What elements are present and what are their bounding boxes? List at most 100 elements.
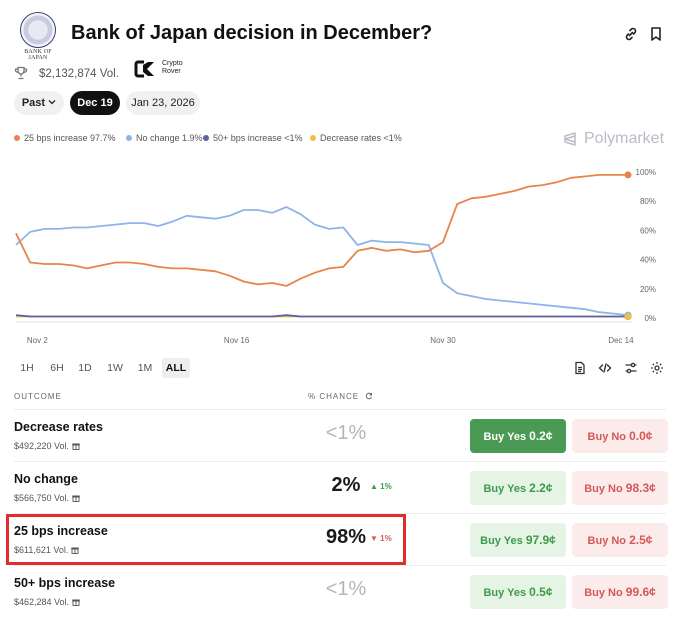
total-volume: $2,132,874 Vol.: [39, 68, 119, 80]
polymarket-brand: Polymarket: [562, 128, 672, 150]
legend-label: 25 bps increase 97.7%: [24, 133, 116, 143]
buy-yes-label: Buy Yes: [483, 483, 527, 495]
outcome-chance: <1%: [325, 422, 367, 444]
x-tick-label: Dec 14: [608, 336, 634, 345]
gift-icon: [71, 494, 80, 504]
outcome-chance: 98%: [325, 526, 367, 548]
buy-yes-label: Buy Yes: [483, 587, 527, 599]
gift-icon: [71, 442, 80, 452]
outcome-volume: $611,621 Vol.: [14, 545, 79, 556]
buy-yes-price: 0.2¢: [529, 429, 553, 443]
outcome-row-50bps-increase[interactable]: 50+ bps increase $462,284 Vol. <1% Buy Y…: [14, 565, 668, 617]
outcome-volume: $566,750 Vol.: [14, 493, 80, 504]
bank-of-japan-logo: [20, 12, 56, 48]
chance-delta-down: ▼ 1%: [370, 534, 392, 543]
outcome-label: No change: [14, 472, 78, 486]
logo-caption: BANK OF JAPAN: [24, 49, 52, 61]
legend-label: No change 1.9%: [136, 133, 203, 143]
chart-svg: 100% 80% 60% 40% 20% 0% Nov 2 Nov 16 Nov 30 Dec 1…: [15, 168, 656, 345]
buy-no-label: Buy No: [584, 483, 623, 495]
buy-no-label: Buy No: [587, 535, 627, 547]
y-tick-label: 80%: [640, 197, 656, 206]
past-label: Past: [21, 97, 46, 109]
outcome-row-25bps-increase[interactable]: 25 bps increase $611,621 Vol. 98% ▼ 1% B…: [14, 513, 668, 565]
x-tick-label: Nov 16: [224, 336, 250, 345]
buy-no-button[interactable]: Buy No 98.3¢: [572, 471, 668, 505]
buy-yes-button[interactable]: Buy Yes 0.2¢: [470, 419, 566, 453]
buy-no-price: 99.6¢: [625, 585, 656, 599]
legend-dot: [126, 135, 132, 141]
chevron-down-icon: [48, 91, 56, 115]
buy-yes-label: Buy Yes: [480, 535, 523, 547]
buy-no-button[interactable]: Buy No 99.6¢: [572, 575, 668, 609]
crypto-rover-logo-icon[interactable]: [134, 60, 156, 78]
outcome-row-decrease-rates[interactable]: Decrease rates $492,220 Vol. <1% Buy Yes…: [14, 409, 668, 461]
page-title: Bank of Japan decision in December?: [71, 22, 433, 44]
outcome-chance: <1%: [325, 578, 367, 600]
y-tick-label: 60%: [640, 226, 656, 235]
outcome-volume-text: $492,220 Vol.: [14, 441, 70, 451]
outcome-chance: 2%: [331, 474, 361, 496]
chance-delta-up: ▲ 1%: [370, 482, 392, 491]
date-pill-jan-23[interactable]: Jan 23, 2026: [126, 91, 200, 115]
chance-header-label: % CHANCE: [308, 392, 360, 401]
series-line-no-change: [15, 206, 629, 316]
legend-dot: [14, 135, 20, 141]
x-tick-label: Nov 30: [430, 336, 456, 345]
buy-no-button[interactable]: Buy No 0.0¢: [572, 419, 668, 453]
chart-legend: 25 bps increase 97.7% No change 1.9% 50+…: [14, 133, 434, 147]
buy-yes-price: 0.5¢: [529, 585, 553, 599]
buy-no-price: 2.5¢: [629, 533, 653, 547]
outcome-volume-text: $611,621 Vol.: [14, 545, 69, 555]
range-all[interactable]: ALL: [162, 358, 190, 378]
filter-sliders-icon[interactable]: [624, 361, 638, 375]
chance-column-header[interactable]: % CHANCE: [308, 392, 373, 402]
time-range-selector: 1H 6H 1D 1W 1M ALL: [14, 358, 666, 378]
outcome-label: 25 bps increase: [14, 524, 108, 538]
range-6h[interactable]: 6H: [50, 362, 64, 374]
buy-yes-button[interactable]: Buy Yes 2.2¢: [470, 471, 566, 505]
legend-label: Decrease rates <1%: [320, 133, 402, 143]
legend-item-50bps: 50+ bps increase <1%: [203, 133, 303, 143]
legend-dot: [310, 135, 316, 141]
outcome-volume: $462,284 Vol.: [14, 597, 80, 608]
market-meta: $2,132,874 Vol. Crypto Rover: [14, 60, 314, 86]
buy-no-label: Buy No: [584, 587, 623, 599]
outcome-label: Decrease rates: [14, 420, 103, 434]
embed-code-icon[interactable]: [598, 361, 612, 375]
legend-item-25bps: 25 bps increase 97.7%: [14, 133, 116, 143]
series-line-50-bps-increase: [15, 314, 628, 318]
creator-name[interactable]: Crypto Rover: [162, 60, 183, 75]
buy-yes-price: 2.2¢: [529, 481, 553, 495]
range-1w[interactable]: 1W: [107, 362, 123, 374]
y-tick-label: 0%: [644, 314, 656, 323]
range-1m[interactable]: 1M: [137, 362, 153, 374]
legend-item-no-change: No change 1.9%: [126, 133, 203, 143]
legend-dot: [203, 135, 209, 141]
document-icon[interactable]: [573, 361, 587, 375]
legend-label: 50+ bps increase <1%: [213, 133, 303, 143]
bookmark-icon[interactable]: [648, 26, 664, 42]
gift-icon: [71, 546, 79, 556]
buy-yes-button[interactable]: Buy Yes 0.5¢: [470, 575, 566, 609]
settings-gear-icon[interactable]: [650, 361, 664, 375]
outcome-volume: $492,220 Vol.: [14, 441, 80, 452]
y-tick-label: 100%: [636, 168, 656, 177]
polymarket-logo-icon: [562, 131, 578, 152]
gift-icon: [71, 598, 80, 608]
x-tick-label: Nov 2: [27, 336, 48, 345]
range-1h[interactable]: 1H: [20, 362, 34, 374]
highlight-annotation-box: [6, 514, 406, 565]
buy-no-button[interactable]: Buy No 2.5¢: [572, 523, 668, 557]
past-dropdown[interactable]: Past: [14, 91, 64, 115]
buy-no-price: 98.3¢: [625, 481, 656, 495]
probability-chart[interactable]: 100% 80% 60% 40% 20% 0% Nov 2 Nov 16 Nov 30 Dec 1…: [14, 160, 674, 350]
series-line-25-bps-increase: [15, 174, 628, 287]
date-pill-dec-19[interactable]: Dec 19: [70, 91, 120, 115]
outcome-row-no-change[interactable]: No change $566,750 Vol. 2% ▲ 1% Buy Yes …: [14, 461, 668, 513]
buy-yes-button[interactable]: Buy Yes 97.9¢: [470, 523, 566, 557]
brand-name: Polymarket: [584, 130, 665, 147]
link-icon[interactable]: [623, 26, 639, 42]
range-1d[interactable]: 1D: [78, 362, 92, 374]
buy-yes-price: 97.9¢: [525, 533, 556, 547]
